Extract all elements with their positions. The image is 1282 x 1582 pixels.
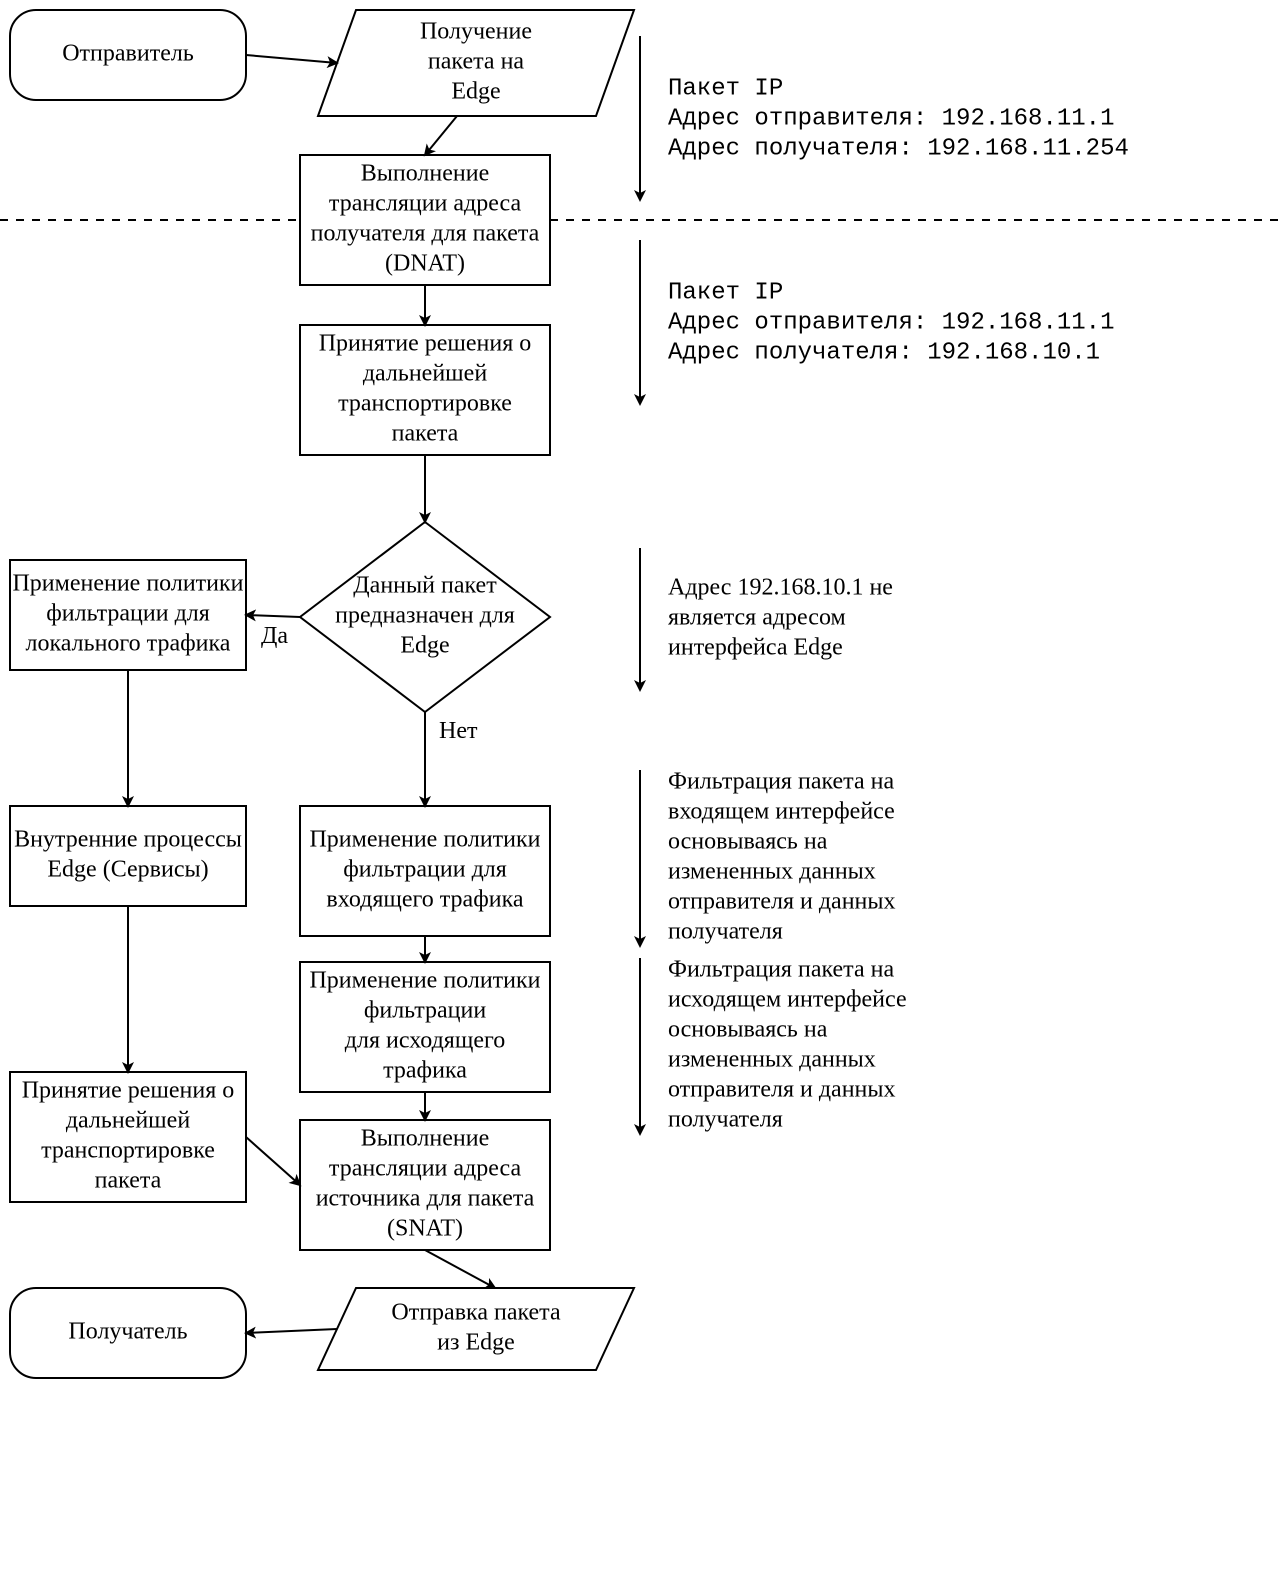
svg-text:локального трафика: локального трафика	[26, 631, 231, 657]
edge-0	[246, 55, 337, 63]
annotation-text-4-2: основываясь на	[668, 1017, 828, 1043]
svg-text:Данный пакет: Данный пакет	[353, 573, 497, 599]
annotation-text-3-5: получателя	[668, 919, 783, 945]
svg-text:Выполнение: Выполнение	[361, 1126, 489, 1152]
svg-text:фильтрации: фильтрации	[364, 998, 487, 1024]
svg-text:Edge: Edge	[451, 79, 500, 105]
svg-text:Принятие решения о: Принятие решения о	[319, 331, 532, 357]
annotation-text-4-3: измененных данных	[668, 1047, 876, 1073]
annotation-text-3-4: отправителя и данных	[668, 889, 896, 915]
svg-text:транспортировке: транспортировке	[41, 1138, 215, 1164]
annotation-text-1-0: Пакет IP	[668, 279, 783, 306]
annotation-text-0-2: Адрес получателя: 192.168.11.254	[668, 135, 1129, 162]
svg-text:(DNAT): (DNAT)	[385, 251, 465, 277]
annotation-text-2-1: является адресом	[668, 605, 846, 631]
annotation-text-3-0: Фильтрация пакета на	[668, 769, 894, 795]
svg-text:Edge: Edge	[400, 633, 449, 659]
svg-text:Внутренние процессы: Внутренние процессы	[14, 827, 242, 853]
svg-text:получателя для пакета: получателя для пакета	[311, 221, 540, 247]
svg-text:пакета: пакета	[392, 421, 459, 447]
annotation-text-1-1: Адрес отправителя: 192.168.11.1	[668, 309, 1114, 336]
annotation-text-4-0: Фильтрация пакета на	[668, 957, 894, 983]
svg-text:фильтрации для: фильтрации для	[46, 601, 210, 627]
annotation-text-3-3: измененных данных	[668, 859, 876, 885]
svg-text:Применение политики: Применение политики	[309, 827, 540, 853]
svg-text:Получатель: Получатель	[68, 1319, 187, 1345]
edge-label-Да: Да	[261, 623, 288, 649]
annotation-text-1-2: Адрес получателя: 192.168.10.1	[668, 339, 1100, 366]
flowchart-canvas: Отправитель Получение пакета на Edge Выполне…	[0, 0, 1282, 1582]
annotation-text-2-0: Адрес 192.168.10.1 не	[668, 575, 893, 601]
annotation-text-3-1: входящем интерфейсе	[668, 799, 895, 825]
svg-text:Отправка пакета: Отправка пакета	[391, 1300, 561, 1326]
annotation-text-0-0: Пакет IP	[668, 75, 783, 102]
svg-text:дальнейшей: дальнейшей	[66, 1108, 190, 1134]
svg-text:Применение политики: Применение политики	[309, 968, 540, 994]
annotation-text-3-2: основываясь на	[668, 829, 828, 855]
svg-text:трансляции адреса: трансляции адреса	[329, 1156, 522, 1182]
svg-text:Выполнение: Выполнение	[361, 161, 489, 187]
svg-text:дальнейшей: дальнейшей	[363, 361, 487, 387]
annotation-text-2-2: интерфейса Edge	[668, 635, 843, 661]
svg-text:Принятие решения о: Принятие решения о	[22, 1078, 235, 1104]
annotation-text-4-1: исходящем интерфейсе	[668, 987, 907, 1013]
svg-text:из Edge: из Edge	[437, 1330, 515, 1356]
svg-text:трафика: трафика	[383, 1058, 467, 1084]
svg-text:Получение: Получение	[420, 19, 532, 45]
annotation-text-4-4: отправителя и данных	[668, 1077, 896, 1103]
svg-text:Edge (Сервисы): Edge (Сервисы)	[47, 857, 208, 883]
svg-text:предназначен для: предназначен для	[335, 603, 515, 629]
svg-text:трансляции адреса: трансляции адреса	[329, 191, 522, 217]
edge-4	[246, 615, 300, 617]
svg-text:пакета на: пакета на	[428, 49, 524, 75]
svg-text:входящего трафика: входящего трафика	[326, 887, 523, 913]
svg-text:для исходящего: для исходящего	[345, 1028, 505, 1054]
edge-8	[246, 1137, 300, 1185]
annotation-text-4-5: получателя	[668, 1107, 783, 1133]
svg-text:фильтрации для: фильтрации для	[343, 857, 507, 883]
svg-text:Отправитель: Отправитель	[62, 41, 194, 67]
svg-text:пакета: пакета	[95, 1168, 162, 1194]
svg-text:источника для пакета: источника для пакета	[316, 1186, 535, 1212]
edge-1	[425, 116, 457, 155]
svg-text:Применение политики: Применение политики	[12, 571, 243, 597]
edge-12	[246, 1329, 337, 1333]
edge-label-Нет: Нет	[439, 718, 478, 744]
annotation-text-0-1: Адрес отправителя: 192.168.11.1	[668, 105, 1114, 132]
edge-11	[425, 1250, 495, 1288]
svg-text:транспортировке: транспортировке	[338, 391, 512, 417]
svg-text:(SNAT): (SNAT)	[387, 1216, 463, 1242]
